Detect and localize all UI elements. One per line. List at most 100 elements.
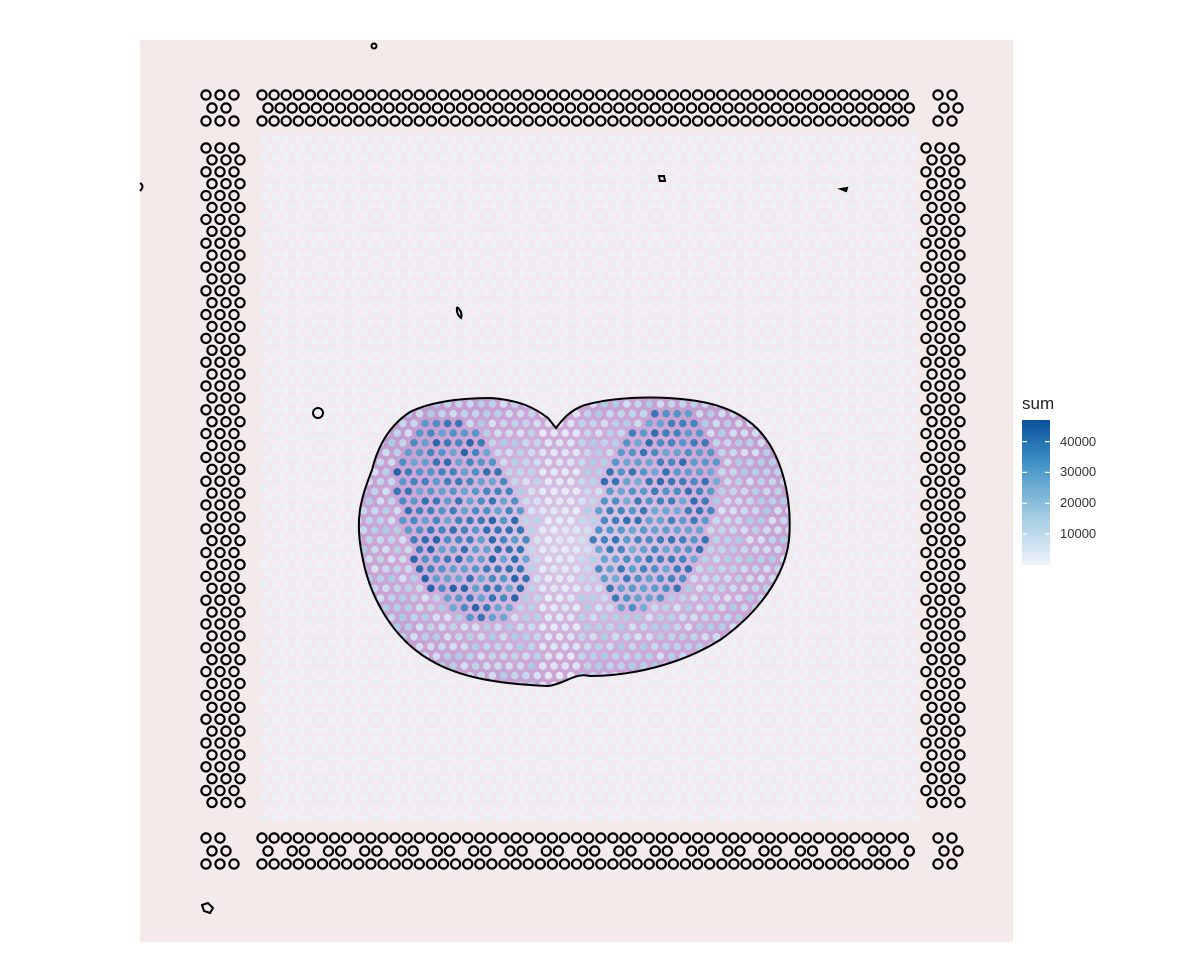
tissue-spot — [611, 497, 620, 505]
background-spot — [288, 182, 296, 191]
background-spot — [277, 532, 285, 540]
background-spot — [546, 299, 554, 307]
background-spot — [512, 745, 520, 753]
background-spot — [557, 706, 565, 714]
tissue-spot — [729, 545, 737, 554]
tissue-spot — [527, 603, 536, 612]
background-spot — [814, 764, 823, 773]
background-spot — [394, 328, 402, 336]
background-spot — [512, 784, 520, 792]
background-spot — [798, 794, 806, 802]
background-spot — [725, 706, 733, 714]
background-spot — [434, 279, 442, 288]
tissue-spot — [712, 516, 721, 525]
background-spot — [814, 570, 823, 579]
background-spot — [904, 376, 912, 385]
background-spot — [602, 803, 610, 811]
background-spot — [338, 444, 346, 452]
background-spot — [411, 803, 419, 811]
tissue-spot — [438, 448, 446, 457]
background-spot — [266, 241, 274, 249]
background-spot — [837, 687, 845, 695]
background-spot — [383, 328, 391, 336]
background-spot — [865, 270, 873, 278]
background-spot — [714, 144, 722, 152]
background-spot — [719, 270, 727, 278]
background-spot — [350, 735, 358, 744]
background-spot — [277, 357, 285, 365]
background-spot — [266, 532, 274, 540]
background-spot — [512, 338, 520, 346]
background-spot — [719, 735, 727, 744]
background-spot — [669, 318, 677, 326]
background-spot — [327, 173, 335, 181]
background-spot — [579, 241, 587, 249]
background-spot — [282, 173, 290, 181]
background-spot — [411, 299, 419, 307]
background-spot — [266, 221, 274, 229]
background-spot — [344, 435, 352, 443]
background-spot — [506, 755, 514, 763]
background-spot — [540, 716, 548, 724]
background-spot — [456, 144, 464, 152]
background-spot — [758, 726, 767, 734]
background-spot — [445, 803, 453, 811]
background-spot — [781, 396, 789, 404]
background-spot — [904, 803, 912, 811]
background-spot — [266, 648, 274, 656]
background-spot — [338, 619, 346, 627]
background-spot — [613, 318, 621, 326]
background-spot — [288, 241, 296, 249]
background-spot — [333, 687, 341, 695]
background-spot — [551, 794, 559, 802]
background-spot — [574, 774, 582, 782]
background-spot — [775, 716, 783, 724]
background-spot — [361, 406, 369, 414]
background-spot — [837, 784, 845, 792]
background-spot — [473, 774, 481, 782]
background-spot — [355, 202, 363, 210]
background-spot — [271, 658, 279, 666]
background-spot — [310, 609, 318, 617]
tissue-spot — [455, 516, 463, 525]
background-spot — [826, 570, 834, 579]
tissue-spot — [639, 545, 648, 554]
background-spot — [697, 309, 705, 317]
background-spot — [910, 813, 918, 821]
background-spot — [898, 367, 907, 375]
background-spot — [792, 182, 800, 191]
background-spot — [697, 677, 705, 685]
background-spot — [837, 493, 845, 501]
background-spot — [904, 202, 912, 210]
background-spot — [652, 347, 660, 355]
background-spot — [786, 561, 795, 569]
tissue-spot — [679, 477, 687, 486]
background-spot — [904, 784, 912, 792]
background-spot — [445, 144, 453, 152]
tissue-spot — [656, 400, 665, 408]
background-spot — [366, 745, 374, 753]
background-spot — [456, 299, 464, 307]
background-spot — [288, 435, 296, 443]
tissue-spot — [488, 555, 497, 563]
tissue-spot — [466, 555, 474, 563]
background-spot — [831, 231, 839, 239]
background-spot — [876, 309, 884, 317]
background-spot — [876, 444, 884, 452]
background-spot — [389, 415, 397, 423]
background-spot — [786, 212, 795, 220]
background-spot — [305, 289, 313, 297]
background-spot — [865, 231, 873, 239]
background-spot — [814, 144, 823, 152]
background-spot — [288, 726, 296, 734]
background-spot — [434, 706, 442, 714]
background-spot — [893, 493, 901, 501]
background-spot — [652, 328, 660, 336]
background-spot — [428, 309, 436, 317]
background-spot — [389, 202, 397, 210]
background-spot — [540, 289, 548, 297]
tissue-spot — [763, 448, 771, 457]
background-spot — [338, 522, 346, 530]
tissue-spot — [617, 487, 625, 496]
background-spot — [568, 357, 576, 365]
